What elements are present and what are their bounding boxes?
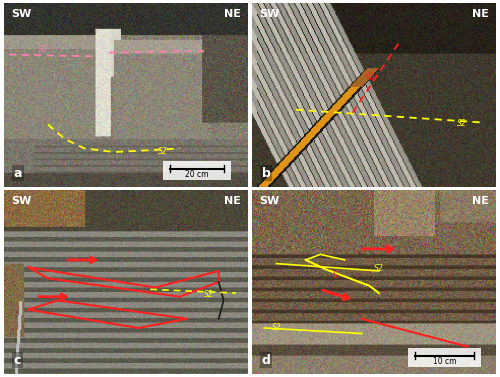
- Text: 20 cm: 20 cm: [185, 170, 208, 179]
- Text: R1: R1: [462, 345, 472, 354]
- Text: NE: NE: [224, 9, 240, 18]
- Text: SW: SW: [12, 9, 32, 18]
- Text: S2: S2: [158, 147, 168, 156]
- Text: S2: S2: [272, 323, 281, 332]
- Text: b: b: [262, 167, 270, 179]
- Text: NE: NE: [472, 9, 488, 18]
- Bar: [408, 348, 482, 366]
- Text: S0: S0: [38, 44, 48, 54]
- Text: S3: S3: [362, 70, 374, 82]
- Text: a: a: [14, 167, 22, 179]
- Text: d: d: [262, 354, 270, 366]
- Text: 10 cm: 10 cm: [433, 357, 456, 366]
- Text: NE: NE: [224, 196, 240, 205]
- Text: SW: SW: [12, 196, 32, 205]
- Text: c: c: [14, 354, 21, 366]
- Text: S2: S2: [204, 290, 214, 299]
- Text: NE: NE: [472, 196, 488, 205]
- Text: S: S: [332, 271, 338, 280]
- Bar: [162, 161, 231, 179]
- Text: S2: S2: [374, 264, 384, 273]
- Text: SW: SW: [260, 196, 280, 205]
- Text: SW: SW: [260, 9, 280, 18]
- Text: S2: S2: [457, 119, 466, 128]
